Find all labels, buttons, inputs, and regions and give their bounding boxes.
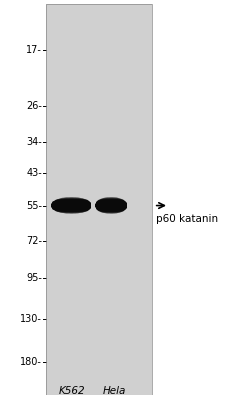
Text: 55-: 55-: [26, 200, 42, 210]
Bar: [46, 4, 152, 395]
Text: 72-: 72-: [26, 236, 42, 246]
Text: 26-: 26-: [26, 102, 42, 112]
Bar: [46, 4, 152, 395]
Text: 34-: 34-: [26, 137, 42, 147]
Text: 95-: 95-: [26, 273, 42, 283]
Text: 17-: 17-: [26, 45, 42, 55]
Text: K562: K562: [59, 386, 86, 396]
Text: 130-: 130-: [20, 314, 42, 324]
Text: Hela: Hela: [102, 386, 126, 396]
Text: p60 katanin: p60 katanin: [156, 214, 218, 224]
Text: 43-: 43-: [26, 168, 42, 178]
Text: 180-: 180-: [20, 357, 42, 367]
